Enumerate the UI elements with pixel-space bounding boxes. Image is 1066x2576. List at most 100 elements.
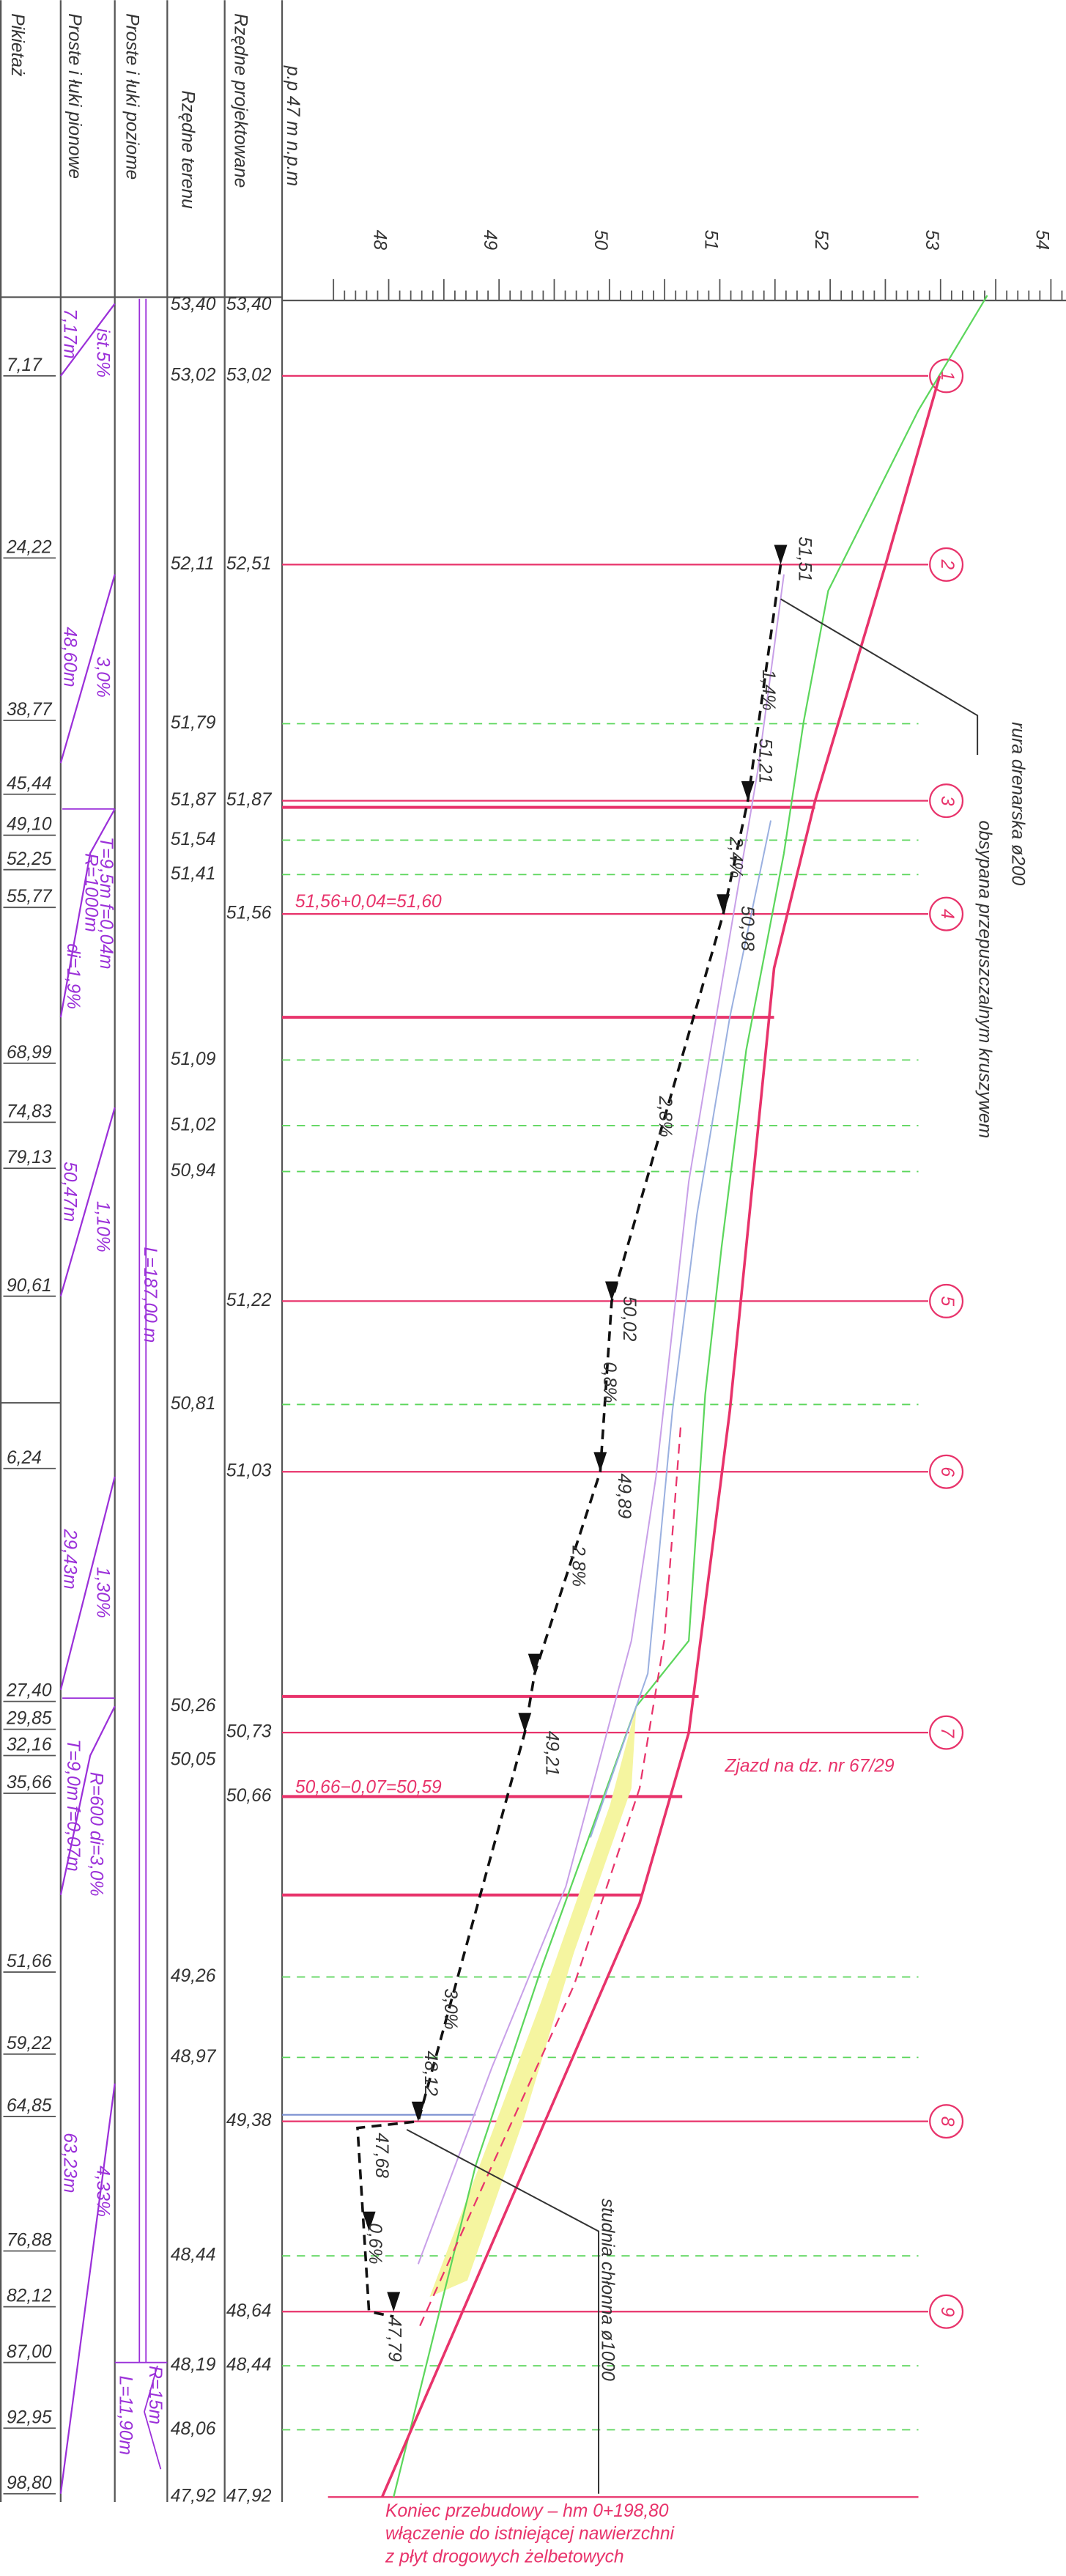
design-label: 51,87 <box>226 790 273 810</box>
axis-label: 52 <box>811 230 831 251</box>
profile-label: 1,4% <box>758 670 778 711</box>
vertical-curve-label: 3,0% <box>92 657 112 698</box>
station-label: 49,10 <box>7 815 52 835</box>
station-label: 52,25 <box>7 849 52 869</box>
axis-label: 48 <box>370 230 390 251</box>
terrain-label: 52,11 <box>171 554 215 574</box>
road-edge <box>380 375 941 2498</box>
station-label: 92,95 <box>7 2407 52 2427</box>
station-label: 24,22 <box>6 537 52 557</box>
horizontal-curve-label: R=15m <box>145 2366 165 2424</box>
terrain-label: 50,05 <box>171 1750 216 1770</box>
station-marker-label: 4 <box>937 909 957 919</box>
profile-label: 47,79 <box>385 2317 404 2362</box>
station-marker-label: 9 <box>937 2306 957 2317</box>
pipe-profile <box>589 820 772 1838</box>
leader <box>780 598 979 755</box>
station-marker-label: 8 <box>937 2116 957 2127</box>
design-label: 53,02 <box>226 365 272 385</box>
drain-arrow <box>774 545 788 565</box>
station-label: 29,85 <box>6 1709 52 1729</box>
profile-label: 50,98 <box>737 906 757 951</box>
terrain-label: 51,79 <box>171 713 216 733</box>
station-label: 87,00 <box>7 2342 52 2362</box>
station-marker <box>929 358 964 394</box>
level-note: 51,56+0,04=51,60 <box>295 892 442 912</box>
horizontal-curve-label: L=187,00 m <box>140 1247 160 1343</box>
profile-label: 2,8% <box>655 1096 675 1137</box>
design-label: 50,73 <box>226 1722 272 1742</box>
axis-label: 49 <box>480 230 500 251</box>
station-marker <box>929 1715 964 1750</box>
station-label: 64,85 <box>7 2096 52 2116</box>
vertical-curve-label: di=1,9% <box>63 943 83 1009</box>
vertical-curve-label: 4,33% <box>92 2166 112 2217</box>
terrain-label: 50,81 <box>171 1394 216 1414</box>
station-label: 35,66 <box>7 1773 52 1793</box>
design-label: 51,03 <box>226 1461 272 1481</box>
profile-label: 49,21 <box>542 1731 562 1776</box>
station-marker-label: 2 <box>937 558 957 569</box>
profile-label: 0,8% <box>599 1362 619 1403</box>
station-marker-label: 5 <box>937 1296 957 1307</box>
station-label: 6,24 <box>7 1448 42 1468</box>
design-edge <box>417 1427 682 2330</box>
drain-arrow <box>387 2292 401 2312</box>
station-marker <box>929 2294 964 2329</box>
vertical-curve-label: 29,43m <box>60 1529 80 1590</box>
drain-line <box>356 564 782 2318</box>
station-marker-label: 3 <box>937 796 957 806</box>
terrain-label: 51,09 <box>171 1049 216 1069</box>
drain-arrow <box>411 2101 425 2122</box>
level-note: 50,66−0,07=50,59 <box>295 1778 442 1798</box>
drain-note: rura drenarska ø200 <box>1007 722 1027 885</box>
axis-label: 53 <box>922 230 941 251</box>
vertical-grade <box>59 1107 116 1297</box>
station-label: 98,80 <box>7 2473 52 2493</box>
terrain-label: 47,92 <box>171 2487 216 2506</box>
vertical-curve-label: R=600 di=3,0% <box>86 1772 106 1897</box>
end-note: Koniec przebudowy – hm 0+198,80 <box>385 2501 669 2521</box>
axis-label: 54 <box>1032 230 1051 250</box>
profile-label: 2,8% <box>568 1545 588 1587</box>
station-label: 90,61 <box>7 1276 52 1296</box>
station-marker <box>929 1454 964 1489</box>
vertical-curve-label: 1,30% <box>92 1567 112 1618</box>
drain-arrow <box>741 780 755 801</box>
drain-arrow <box>362 2211 376 2232</box>
vertical-curve-label: T=9,0m f=0,07m <box>63 1739 83 1872</box>
profile-label: 50,02 <box>619 1296 639 1342</box>
drain-arrow <box>604 1281 618 1302</box>
profile-label: 51,21 <box>755 739 775 784</box>
vertical-curve-label: 48,60m <box>60 627 80 687</box>
terrain-label: 51,02 <box>171 1115 216 1134</box>
station-marker-label: 1 <box>937 371 957 381</box>
station-label: 74,83 <box>7 1101 52 1121</box>
design-label: 52,51 <box>226 554 272 574</box>
station-label: 68,99 <box>7 1043 52 1063</box>
vertical-grade <box>59 1476 116 1691</box>
terrain-label: 49,26 <box>171 1966 216 1986</box>
terrain-label: 51,41 <box>171 864 216 884</box>
axis-label: 51 <box>701 230 721 250</box>
design-label: 49,38 <box>226 2111 272 2130</box>
station-marker <box>929 783 964 819</box>
station-marker <box>929 547 964 582</box>
terrain-label: 48,06 <box>171 2419 216 2439</box>
station-label: 38,77 <box>7 700 53 720</box>
station-marker <box>929 1283 964 1318</box>
station-label: 27,40 <box>6 1681 52 1701</box>
vertical-curve-label: ist.5% <box>92 328 112 377</box>
station-marker-label: 7 <box>937 1727 957 1738</box>
header-vertical: Proste i łuki pionowe <box>64 13 84 179</box>
profile-label: 47,68 <box>371 2133 391 2178</box>
end-note: włączenie do istniejącej nawierzchni <box>385 2524 675 2544</box>
terrain-label: 48,44 <box>171 2245 216 2265</box>
vertical-curve-label: 63,23m <box>60 2133 80 2193</box>
station-label: 32,16 <box>7 1735 52 1755</box>
horizontal-curve <box>144 2365 162 2470</box>
well-note: studnia chłonna ø1000 <box>598 2199 618 2381</box>
